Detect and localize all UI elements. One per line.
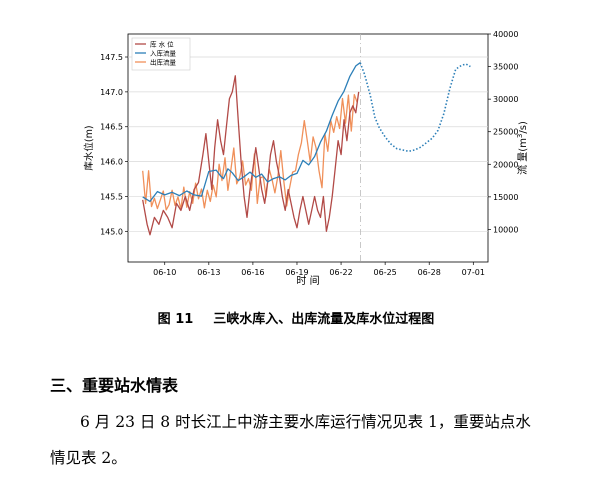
y-axis-right-label: 流 量(m3/s) xyxy=(516,121,529,175)
figure-caption: 图 11 三峡水库入、出库流量及库水位过程图 xyxy=(0,308,592,327)
figure-title: 三峡水库入、出库流量及库水位过程图 xyxy=(213,312,435,327)
legend-label-water-level: 库 水 位 xyxy=(150,40,174,49)
x-tick-label: 06-13 xyxy=(197,268,220,277)
legend: 库 水 位 入库流量 出库流量 xyxy=(131,37,191,71)
x-tick-label: 06-25 xyxy=(374,268,397,277)
plot-frame xyxy=(127,33,489,263)
section-heading: 三、重要站水情表 xyxy=(50,376,179,395)
y-axis-right-label-sup: 3 xyxy=(516,134,524,138)
y-right-tick-label: 20000 xyxy=(493,160,518,169)
y-right-tick-label: 40000 xyxy=(493,30,518,39)
paragraph-line-2: 情见表 2。 xyxy=(50,449,127,467)
y-right-tick-label: 35000 xyxy=(493,63,518,72)
figure-number: 图 11 xyxy=(157,312,194,327)
y-axis-right-label-suffix: /s) xyxy=(518,121,529,134)
series-water-level xyxy=(142,75,360,236)
x-tick-label: 06-22 xyxy=(329,268,352,277)
y-right-tick-label: 30000 xyxy=(493,95,518,104)
y-left-tick-label: 146.5 xyxy=(100,123,123,132)
reservoir-chart: 145.0 145.5 146.0 146.5 147.0 147.5 10000 15000… xyxy=(83,30,529,287)
y-left-tick-label: 145.5 xyxy=(100,192,123,201)
y-axis-right-label-prefix: 流 量(m xyxy=(516,138,529,175)
x-tick-label: 06-19 xyxy=(285,268,308,277)
x-tick-label: 07-01 xyxy=(462,268,485,277)
y-left-tick-label: 145.0 xyxy=(100,227,123,236)
y-axis-left-label: 库水位(m) xyxy=(83,125,95,170)
x-tick-label: 06-16 xyxy=(241,268,264,277)
paragraph-line-1: 6 月 23 日 8 时长江上中游主要水库运行情况见表 1，重要站点水 xyxy=(80,413,531,431)
x-tick-label: 06-28 xyxy=(418,268,441,277)
series-inflow xyxy=(142,62,361,203)
y-left-tick-label: 147.5 xyxy=(100,53,123,62)
y-left-tick-label: 146.0 xyxy=(100,158,123,167)
x-axis-label: 时 间 xyxy=(296,274,319,287)
legend-label-outflow: 出库流量 xyxy=(150,58,177,67)
series-inflow-forecast xyxy=(359,62,471,153)
x-tick-label: 06-10 xyxy=(153,268,176,277)
legend-label-inflow: 入库流量 xyxy=(150,49,177,58)
y-right-tick-label: 25000 xyxy=(493,128,518,137)
y-right-tick-label: 10000 xyxy=(493,225,518,234)
series-outflow xyxy=(142,93,358,211)
y-left-tick-label: 147.0 xyxy=(100,88,123,97)
series-lines xyxy=(142,62,471,236)
axis-ticks: 145.0 145.5 146.0 146.5 147.0 147.5 10000 15000… xyxy=(100,30,518,277)
y-right-tick-label: 15000 xyxy=(493,193,518,202)
legend-box xyxy=(131,37,191,71)
